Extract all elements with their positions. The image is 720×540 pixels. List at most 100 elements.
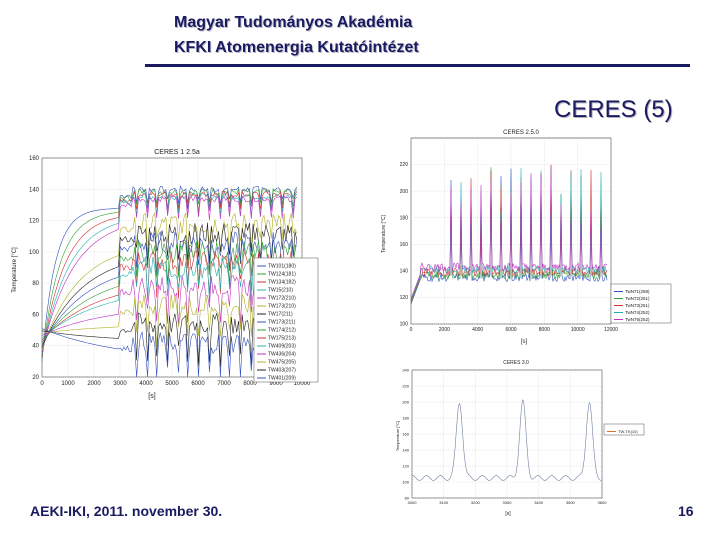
chart-1-panel: CERES 1 2.5a [s] Temperature [°C] 0 1000 2…: [2, 140, 352, 403]
chart-1-y-tick-label: 120: [29, 219, 40, 225]
chart-1-legend-entry: TW17(211): [268, 312, 293, 318]
chart-1-legend-entry: TW124(181): [268, 272, 296, 278]
chart-2-x-tick-label: 0: [410, 327, 413, 333]
chart-1-legend-entry: TW173(210): [268, 304, 296, 310]
header-divider: [145, 64, 690, 67]
chart-2-x-tick-label: 12000: [604, 327, 618, 333]
chart-1-x-tick-label: 2000: [87, 381, 101, 387]
chart-1-x-tick-label: 0: [40, 381, 44, 387]
chart-1-series-line: [41, 185, 298, 362]
chart-1-legend-entry: TW101(180): [268, 264, 296, 270]
chart-2-panel: CERES 2.5.0 [s] Temperature [°C] 0 2000 40…: [371, 124, 674, 349]
chart-3: CERES 3.0 [s] Temperature [°C] 3000 3100 3…: [395, 360, 645, 517]
chart-1-series-line: [41, 231, 298, 346]
chart-3-y-tick-label: 220: [402, 383, 409, 388]
chart-1-legend-entry: TW475(205): [268, 360, 296, 366]
chart-2-y-tick-label: 140: [400, 269, 409, 275]
chart-2-ylabel: Temperature [°C]: [381, 214, 387, 252]
chart-3-xlabel: [s]: [505, 511, 511, 517]
chart-1-x-tick-label: 1000: [61, 381, 75, 387]
chart-2-x-tick-label: 8000: [539, 327, 550, 333]
chart-3-x-tick-label: 3200: [471, 500, 481, 505]
chart-2-y-tick-label: 160: [400, 242, 409, 248]
chart-3-y-tick-label: 240: [402, 367, 409, 372]
chart-1-ylabel: Temperature [°C]: [12, 247, 18, 293]
chart-3-x-tick-label: 3100: [439, 500, 449, 505]
chart-3-ylabel: Temperature [°C]: [395, 421, 400, 451]
chart-1-y-tick-label: 160: [29, 156, 40, 162]
chart-1-y-tick-label: 140: [29, 187, 40, 193]
chart-2-series-line: [410, 164, 608, 299]
chart-1-title: CERES 1 2.5a: [154, 149, 200, 156]
chart-2-y-tick-label: 120: [400, 295, 409, 301]
chart-3-y-tick-label: 180: [402, 415, 409, 420]
chart-1-x-tick-label: 8000: [243, 381, 257, 387]
chart-1-legend-entry: TW134(182): [268, 280, 296, 286]
chart-3-legend: [603, 423, 645, 436]
chart-1-legend-entry: TW175(213): [268, 336, 296, 342]
chart-2-legend-entry: TwN73(251): [625, 303, 650, 308]
chart-3-x-tick-label: 3600: [598, 500, 608, 505]
chart-1-y-tick-label: 60: [32, 312, 39, 318]
chart-3-title: CERES 3.0: [503, 360, 529, 366]
chart-1-y-tick-label: 40: [32, 344, 39, 350]
chart-2-legend-entry: TwN76(252): [625, 317, 650, 322]
chart-3-y-tick-label: 140: [402, 447, 409, 452]
chart-2-x-tick-label: 4000: [472, 327, 483, 333]
chart-2-y-tick-label: 200: [400, 189, 409, 195]
chart-1-y-tick-label: 80: [32, 281, 39, 287]
chart-2-x-tick-label: 6000: [505, 327, 516, 333]
chart-3-panel: CERES 3.0 [s] Temperature [°C] 3000 3100 3…: [390, 356, 652, 518]
chart-2-y-tick-label: 180: [400, 215, 409, 221]
chart-1-x-tick-label: 4000: [139, 381, 153, 387]
chart-1-legend-entry: TW15(210): [268, 288, 293, 294]
chart-1-legend-entry: TW172(210): [268, 296, 296, 302]
chart-1-legend: [253, 257, 319, 383]
chart-3-x-tick-label: 3400: [534, 500, 544, 505]
chart-2-x-tick-label: 10000: [571, 327, 585, 333]
chart-1-legend-entry: TW174(212): [268, 328, 296, 334]
chart-1-series-line: [41, 222, 298, 348]
chart-1-legend-entry: TW401(209): [268, 376, 296, 382]
chart-2-title: CERES 2.5.0: [503, 130, 539, 136]
chart-2-legend-entry: TwN71(258): [625, 289, 650, 294]
chart-1-x-tick-label: 9000: [269, 381, 283, 387]
chart-1-legend-entry: TW403(207): [268, 368, 296, 374]
page-number: 16: [678, 503, 694, 519]
chart-1-legend-entry: TW436(204): [268, 352, 296, 358]
chart-2-legend: [610, 283, 672, 324]
chart-3-y-tick-label: 200: [402, 399, 409, 404]
chart-2-y-tick-label: 100: [400, 322, 409, 328]
chart-2-legend-entry: TwN74(252): [625, 310, 650, 315]
chart-3-y-tick-label: 120: [402, 463, 409, 468]
chart-1-series-line: [41, 187, 298, 360]
chart-1-x-tick-label: 5000: [165, 381, 179, 387]
chart-1-legend-entry: TW173(211): [268, 320, 296, 326]
chart-1-y-tick-label: 100: [29, 250, 40, 256]
chart-2-x-tick-label: 2000: [439, 327, 450, 333]
slide-title: CERES (5): [554, 96, 673, 123]
chart-1-y-tick-label: 20: [32, 375, 39, 381]
footer-date: AEKI-IKI, 2011. november 30.: [30, 503, 223, 519]
chart-2-xlabel: [s]: [521, 339, 528, 345]
chart-1: CERES 1 2.5a [s] Temperature [°C] 0 1000 2…: [12, 149, 319, 400]
chart-3-series-line: [411, 399, 603, 481]
chart-1-x-tick-label: 7000: [217, 381, 231, 387]
chart-3-x-tick-label: 3500: [566, 500, 576, 505]
chart-2-legend-entry: TwN72(251): [625, 296, 650, 301]
institute-name: KFKI Atomenergia Kutatóintézet: [174, 39, 419, 56]
chart-1-series-line: [41, 192, 298, 355]
chart-3-legend-entry: TW-TK(10): [618, 429, 638, 434]
chart-3-y-tick-label: 80: [405, 495, 410, 500]
chart-3-x-tick-label: 3300: [503, 500, 513, 505]
chart-2-series-line: [410, 167, 608, 301]
chart-2: CERES 2.5.0 [s] Temperature [°C] 0 2000 40…: [381, 130, 672, 345]
chart-3-y-tick-label: 100: [402, 479, 409, 484]
chart-3-x-tick-label: 3000: [408, 500, 418, 505]
institution-name: Magyar Tudományos Akadémia: [174, 14, 413, 31]
chart-3-y-tick-label: 160: [402, 431, 409, 436]
chart-1-xlabel: [s]: [148, 393, 155, 400]
chart-1-x-tick-label: 3000: [113, 381, 127, 387]
chart-2-y-tick-label: 220: [400, 162, 409, 168]
chart-1-series-line: [41, 241, 297, 343]
